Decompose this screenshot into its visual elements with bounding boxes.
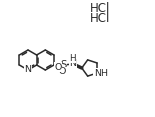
Text: H: H bbox=[69, 54, 75, 63]
Text: S: S bbox=[60, 60, 67, 70]
Text: HCl: HCl bbox=[90, 11, 110, 24]
Text: O: O bbox=[59, 67, 66, 76]
Text: HCl: HCl bbox=[90, 2, 110, 15]
Text: N: N bbox=[24, 66, 31, 75]
Text: NH: NH bbox=[94, 68, 108, 77]
Text: N: N bbox=[69, 60, 76, 68]
Text: O: O bbox=[54, 62, 62, 71]
